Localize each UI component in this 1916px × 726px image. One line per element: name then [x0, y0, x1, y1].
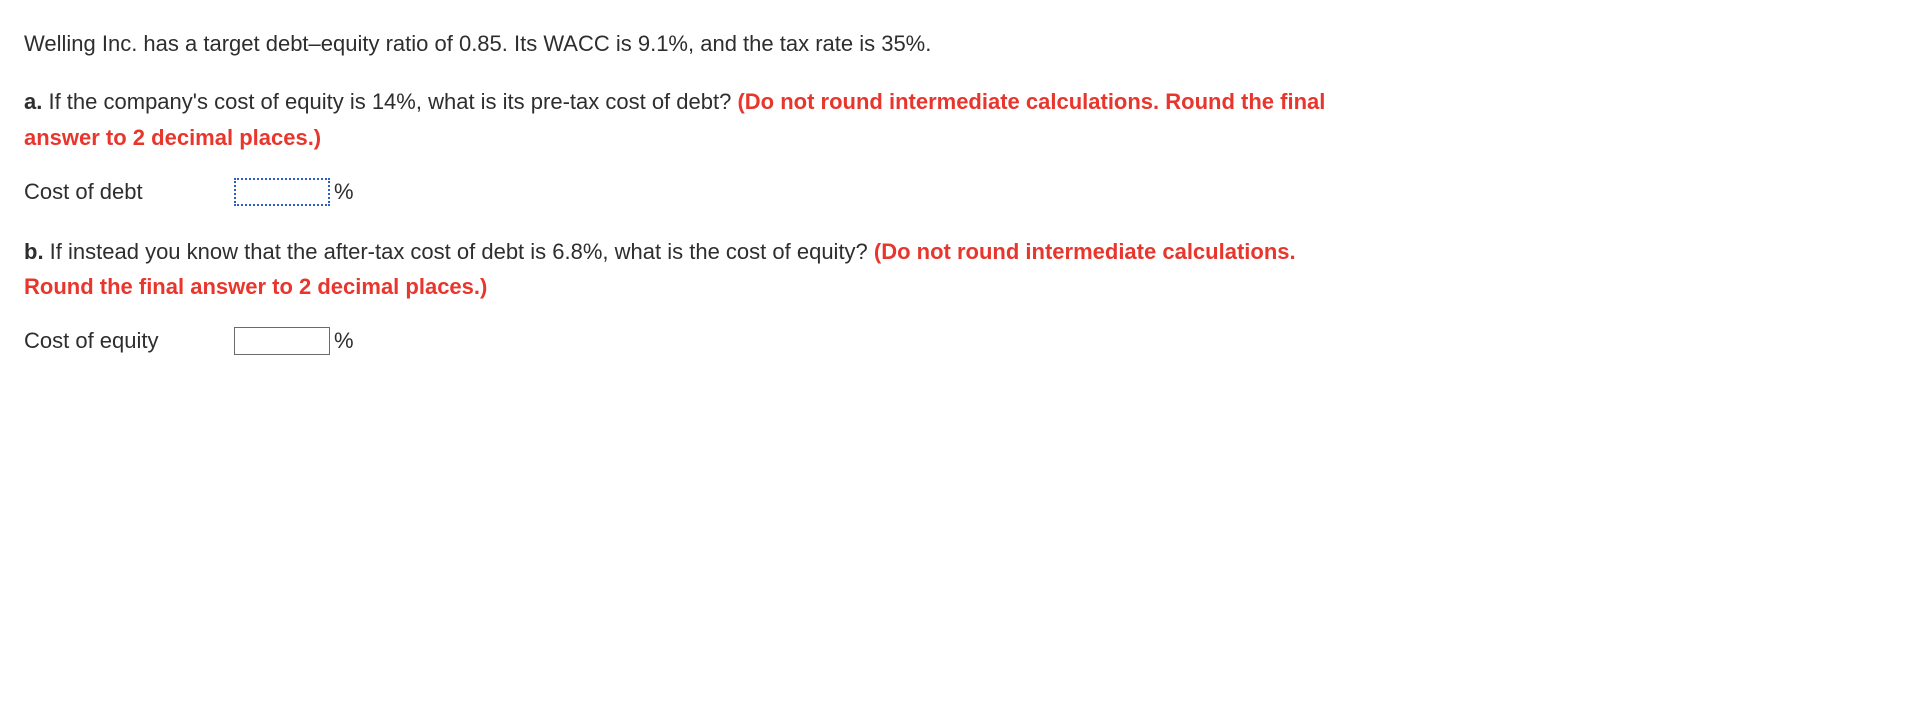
question-a-instr-2: answer to 2 decimal places.) [24, 125, 321, 150]
cost-of-equity-label: Cost of equity [24, 325, 234, 357]
question-b-text: If instead you know that the after-tax c… [44, 239, 874, 264]
question-b-instr-1: (Do not round intermediate calculations. [874, 239, 1296, 264]
question-a-line2: answer to 2 decimal places.) [24, 122, 1892, 154]
question-b-marker: b. [24, 239, 44, 264]
cost-of-equity-unit: % [334, 325, 354, 357]
answer-row-a: Cost of debt % [24, 176, 1892, 208]
cost-of-debt-label: Cost of debt [24, 176, 234, 208]
cost-of-equity-input[interactable] [234, 327, 330, 355]
question-b: b. If instead you know that the after-ta… [24, 236, 1892, 304]
question-b-line2: Round the final answer to 2 decimal plac… [24, 271, 1892, 303]
question-a-line1: a. If the company's cost of equity is 14… [24, 86, 1892, 118]
problem-intro: Welling Inc. has a target debt–equity ra… [24, 28, 1892, 60]
question-a-text: If the company's cost of equity is 14%, … [42, 89, 737, 114]
question-b-line1: b. If instead you know that the after-ta… [24, 236, 1892, 268]
cost-of-debt-unit: % [334, 176, 354, 208]
question-a: a. If the company's cost of equity is 14… [24, 86, 1892, 154]
cost-of-debt-input[interactable] [234, 178, 330, 206]
question-b-instr-2: Round the final answer to 2 decimal plac… [24, 274, 487, 299]
question-a-instr-1: (Do not round intermediate calculations.… [737, 89, 1325, 114]
answer-row-b: Cost of equity % [24, 325, 1892, 357]
question-a-marker: a. [24, 89, 42, 114]
